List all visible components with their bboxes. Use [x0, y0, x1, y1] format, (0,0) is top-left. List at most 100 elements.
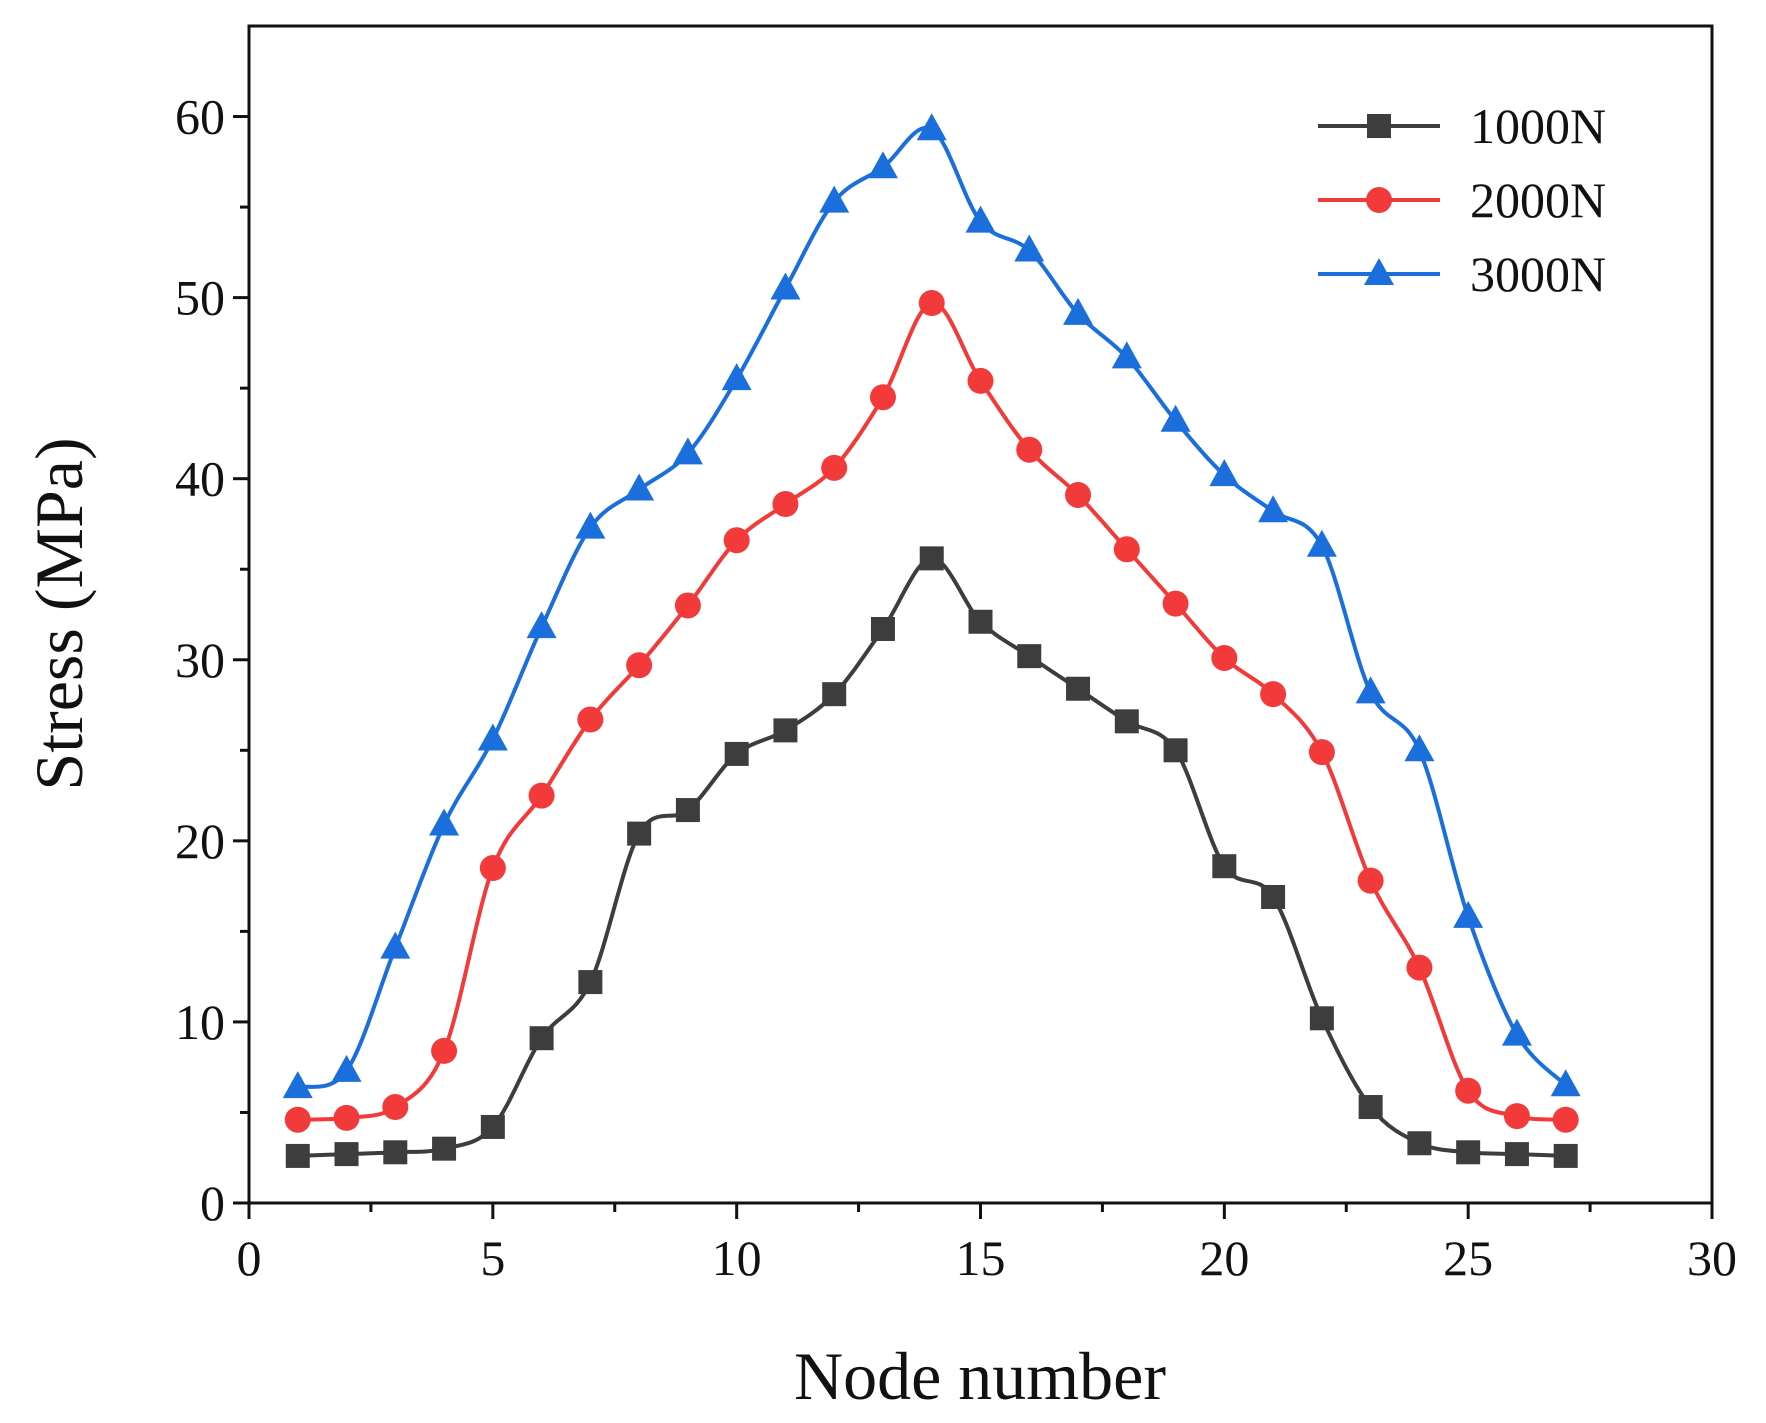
data-point	[1503, 1103, 1530, 1130]
data-point	[383, 1140, 408, 1165]
data-point	[968, 609, 993, 634]
data-point	[528, 782, 555, 809]
data-point	[1211, 644, 1238, 671]
data-point	[578, 970, 603, 995]
axes: 0 5 10 15 20 25 30 0 10 20 30 40 50 60	[175, 89, 1737, 1286]
data-point	[1017, 644, 1042, 669]
data-point	[870, 616, 895, 641]
data-point	[1113, 536, 1140, 563]
series-layer	[282, 113, 1581, 1168]
data-point	[819, 185, 850, 213]
data-point	[724, 741, 749, 766]
data-point	[1306, 529, 1337, 557]
data-point	[675, 798, 700, 823]
data-point	[1455, 1077, 1482, 1104]
y-tick-label: 20	[175, 813, 225, 869]
x-tick-label: 15	[956, 1230, 1006, 1286]
data-point	[624, 473, 655, 501]
data-point	[822, 682, 847, 707]
data-point	[723, 527, 750, 554]
data-point	[672, 437, 703, 465]
data-point	[1114, 709, 1139, 734]
data-point	[1357, 867, 1384, 894]
data-point	[1550, 1069, 1581, 1097]
series-1000N	[285, 546, 1578, 1168]
data-point	[773, 718, 798, 743]
x-tick-label: 0	[237, 1230, 262, 1286]
data-point	[919, 546, 944, 571]
data-point	[1212, 854, 1237, 879]
data-point	[1453, 900, 1484, 928]
data-point	[965, 205, 996, 233]
data-point	[821, 454, 848, 481]
x-tick-label: 5	[480, 1230, 505, 1286]
data-point	[1308, 739, 1335, 766]
data-point	[575, 511, 606, 539]
data-point	[431, 1037, 458, 1064]
legend: 1000N 2000N 3000N	[1318, 98, 1606, 302]
y-tick-label: 60	[175, 89, 225, 145]
data-point	[918, 290, 945, 317]
y-tick-label: 50	[175, 270, 225, 326]
series-3000N	[282, 113, 1581, 1099]
data-point	[432, 1136, 457, 1161]
legend-label: 2000N	[1470, 172, 1606, 228]
data-point	[1504, 1142, 1529, 1167]
data-point	[1066, 676, 1091, 701]
data-point	[285, 1143, 310, 1168]
data-point	[626, 652, 653, 679]
data-point	[1501, 1018, 1532, 1046]
data-point	[1160, 404, 1191, 432]
data-point	[1456, 1140, 1481, 1165]
x-tick-label: 20	[1199, 1230, 1249, 1286]
data-point	[1111, 341, 1142, 369]
data-point	[867, 151, 898, 179]
legend-item: 3000N	[1318, 246, 1606, 302]
data-point	[1407, 1131, 1432, 1156]
y-tick-label: 10	[175, 994, 225, 1050]
data-point	[529, 1026, 554, 1051]
x-axis-title: Node number	[794, 1338, 1166, 1414]
legend-item: 1000N	[1318, 98, 1606, 154]
data-point	[334, 1142, 359, 1167]
data-point	[1014, 234, 1045, 262]
data-point	[916, 113, 947, 141]
data-point	[1209, 459, 1240, 487]
data-point	[1355, 676, 1386, 704]
data-point	[1552, 1106, 1579, 1133]
data-point	[477, 723, 508, 751]
data-point	[967, 367, 994, 394]
y-axis-title: Stress (MPa)	[21, 437, 97, 790]
series-2000N	[284, 290, 1579, 1133]
data-point	[382, 1094, 409, 1121]
data-point	[674, 592, 701, 619]
data-point	[526, 611, 557, 639]
data-point	[1406, 954, 1433, 981]
data-point	[480, 1114, 505, 1139]
data-point	[1553, 1143, 1578, 1168]
data-point	[772, 491, 799, 518]
legend-item: 2000N	[1318, 172, 1606, 228]
data-point	[1016, 436, 1043, 463]
y-tick-label: 40	[175, 451, 225, 507]
data-point	[333, 1104, 360, 1131]
legend-marker	[1364, 258, 1394, 285]
data-point	[1258, 495, 1289, 523]
legend-marker	[1366, 187, 1392, 213]
data-point	[1358, 1095, 1383, 1120]
data-point	[721, 363, 752, 391]
data-point	[1163, 738, 1188, 763]
y-tick-label: 0	[200, 1175, 225, 1231]
data-point	[1063, 297, 1094, 325]
data-point	[479, 855, 506, 882]
legend-label: 3000N	[1470, 246, 1606, 302]
data-point	[869, 384, 896, 411]
data-point	[577, 706, 604, 733]
y-tick-label: 30	[175, 632, 225, 688]
data-point	[380, 931, 411, 959]
legend-label: 1000N	[1470, 98, 1606, 154]
data-point	[429, 808, 460, 836]
data-point	[284, 1106, 311, 1133]
data-point	[1309, 1006, 1334, 1031]
